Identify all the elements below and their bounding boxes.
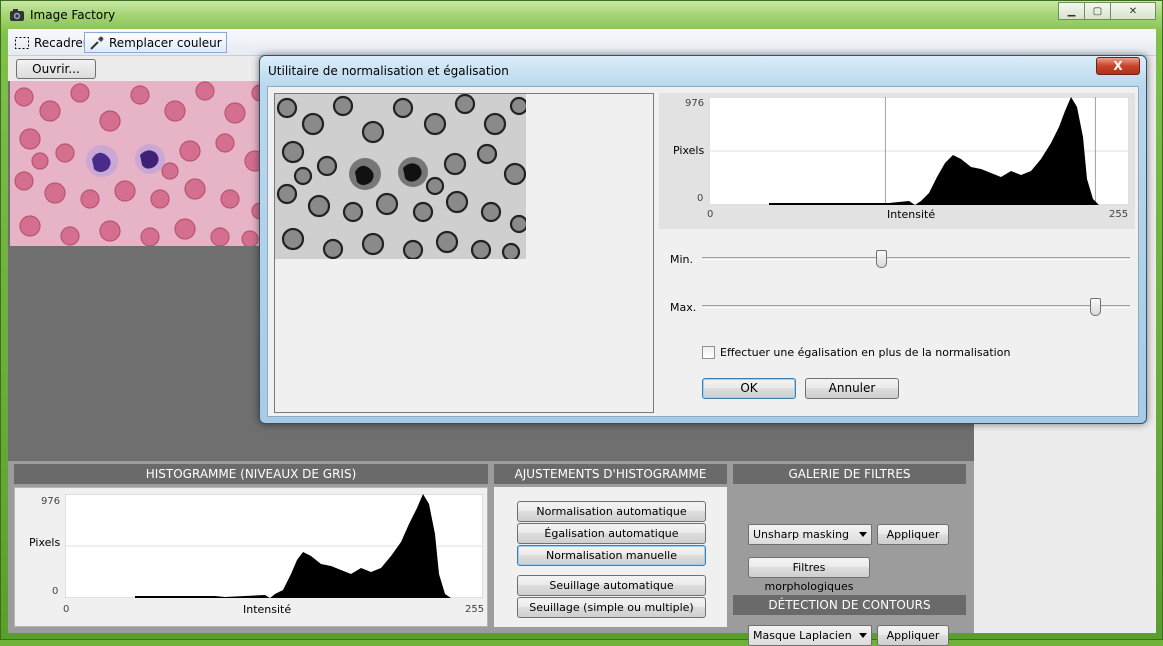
auto-threshold-button[interactable]: Seuillage automatique: [517, 575, 706, 596]
edge-select-value: Masque Laplacien: [753, 629, 852, 642]
dialog-hist-xmax: 255: [1109, 209, 1129, 220]
minimize-button[interactable]: ▁: [1058, 2, 1085, 20]
adjustments-header: AJUSTEMENTS D'HISTOGRAMME: [494, 464, 727, 484]
manual-normalize-button[interactable]: Normalisation manuelle: [517, 545, 706, 566]
filter-select-value: Unsharp masking: [753, 528, 850, 541]
cancel-button[interactable]: Annuler: [805, 378, 899, 399]
auto-equalize-button[interactable]: Égalisation automatique: [517, 523, 706, 544]
dialog-hist-xmin: 0: [707, 209, 714, 220]
morphological-filters-button[interactable]: Filtres morphologiques: [748, 557, 870, 593]
dialog-hist-xlabel: Intensité: [887, 208, 936, 221]
hist-ymax: 976: [41, 496, 61, 507]
close-icon: ✕: [1128, 5, 1138, 17]
hist-xmin: 0: [63, 604, 70, 615]
histogram-panel: 976 Pixels 0 0 Intensité 255: [14, 487, 488, 627]
filter-apply-button[interactable]: Appliquer: [877, 524, 949, 545]
dialog-histogram-bars: [769, 97, 1099, 205]
min-slider-thumb[interactable]: [876, 250, 888, 268]
title-bar[interactable]: Image Factory ▁ ▢ ✕: [1, 1, 1162, 29]
open-button[interactable]: Ouvrir...: [16, 59, 96, 79]
camera-icon: [10, 9, 24, 21]
eyedropper-icon: [90, 36, 104, 50]
histogram-bars: [135, 494, 451, 598]
min-label: Min.: [670, 253, 694, 266]
ok-button[interactable]: OK: [702, 378, 796, 399]
dialog-hist-ymax: 976: [685, 98, 705, 109]
close-icon: X: [1113, 59, 1123, 73]
minimize-icon: ▁: [1067, 5, 1076, 17]
edges-header: DÉTECTION DE CONTOURS: [733, 595, 966, 615]
edge-select[interactable]: Masque Laplacien: [748, 625, 872, 646]
threshold-button[interactable]: Seuillage (simple ou multiple): [517, 597, 706, 618]
dialog-hist-ymin: 0: [697, 193, 704, 204]
crop-label: Recadrer: [34, 35, 88, 50]
crop-icon: [15, 36, 29, 49]
chevron-down-icon: [859, 633, 867, 638]
preview-image: [275, 94, 526, 259]
min-slider-track[interactable]: [702, 257, 1130, 260]
auto-normalize-button[interactable]: Normalisation automatique: [517, 501, 706, 522]
grayscale-cells-picture: [275, 94, 526, 259]
original-image: [10, 81, 270, 246]
hist-ymin: 0: [52, 586, 59, 597]
hist-xlabel: Intensité: [243, 603, 292, 616]
max-slider-thumb[interactable]: [1090, 298, 1102, 316]
histogram-chart: [65, 494, 483, 598]
close-window-button[interactable]: ✕: [1110, 2, 1156, 20]
filters-header: GALERIE DE FILTRES: [733, 464, 966, 484]
equalize-label: Effectuer une égalisation en plus de la …: [720, 346, 1011, 359]
maximize-button[interactable]: ▢: [1084, 2, 1111, 20]
hist-xmax: 255: [465, 604, 485, 615]
replace-color-label: Remplacer couleur: [109, 35, 222, 50]
crop-button[interactable]: Recadrer: [10, 32, 92, 53]
dialog-title: Utilitaire de normalisation et égalisati…: [268, 64, 509, 78]
equalize-checkbox[interactable]: [702, 346, 715, 359]
normalization-dialog: Utilitaire de normalisation et égalisati…: [259, 55, 1147, 424]
blood-cells-picture: [10, 81, 270, 246]
adjustments-panel: Normalisation automatique Égalisation au…: [494, 487, 727, 627]
maximize-icon: ▢: [1092, 5, 1103, 17]
edge-apply-button[interactable]: Appliquer: [877, 625, 949, 646]
dialog-hist-ylabel: Pixels: [673, 144, 705, 157]
window-controls: ▁ ▢ ✕: [1058, 2, 1156, 20]
dialog-close-button[interactable]: X: [1096, 57, 1140, 75]
preview-box: [274, 93, 654, 413]
toolbar: Recadrer Remplacer couleur: [8, 29, 1156, 56]
window-title: Image Factory: [30, 8, 116, 22]
dialog-histogram-panel: 976 Pixels 0 0 Intensité 255: [659, 93, 1135, 229]
filter-select[interactable]: Unsharp masking: [748, 524, 872, 545]
dialog-client: 976 Pixels 0 0 Intensité 255 Min. Max. E…: [267, 86, 1139, 417]
bottom-panel: HISTOGRAMME (NIVEAUX DE GRIS) 976 Pixels…: [8, 461, 974, 646]
chevron-down-icon: [859, 532, 867, 537]
histogram-header: HISTOGRAMME (NIVEAUX DE GRIS): [14, 464, 488, 484]
replace-color-button[interactable]: Remplacer couleur: [84, 32, 227, 53]
hist-ylabel: Pixels: [29, 536, 61, 549]
max-label: Max.: [670, 301, 697, 314]
dialog-histogram-chart: [709, 97, 1129, 205]
max-slider-track[interactable]: [702, 305, 1130, 308]
